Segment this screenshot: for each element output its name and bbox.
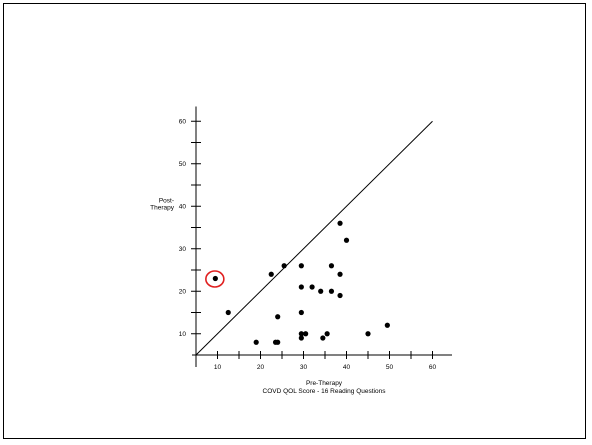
x-tick-label-40: 40 [343,364,351,371]
x-tick-label-30: 30 [300,364,308,371]
data-point-17 [325,331,330,336]
x-tick-label-50: 50 [386,364,394,371]
data-point-24 [365,331,370,336]
data-point-20 [337,293,342,298]
data-point-9 [299,284,304,289]
data-point-10 [299,310,304,315]
axes [192,107,452,368]
data-point-23 [344,238,349,243]
y-axis-label-line-1: Post- [159,197,174,204]
data-point-15 [318,289,323,294]
data-point-2 [254,340,259,345]
data-point-21 [337,272,342,277]
data-point-16 [320,335,325,340]
data-point-22 [337,221,342,226]
y-tick-label-10: 10 [179,331,187,338]
y-ticks: 10 20 30 40 50 60 [179,119,201,338]
data-point-25 [385,323,390,328]
data-point-0 [213,276,218,281]
data-point-1 [226,310,231,315]
chart-subtitle: COVD QOL Score - 16 Reading Questions [263,388,387,395]
x-ticks: 10 20 30 40 50 60 [214,351,437,371]
y-tick-label-60: 60 [179,119,187,126]
data-point-6 [275,314,280,319]
data-points [206,221,390,345]
data-point-19 [329,289,334,294]
y-tick-label-20: 20 [179,289,187,296]
x-tick-label-20: 20 [257,364,265,371]
data-point-13 [303,331,308,336]
y-axis-label-line-2: Therapy [150,204,175,211]
x-tick-label-10: 10 [214,364,222,371]
data-point-3 [269,272,274,277]
x-tick-label-60: 60 [429,364,437,371]
data-point-7 [282,263,287,268]
y-tick-label-50: 50 [179,161,187,168]
data-point-5 [275,340,280,345]
x-axis-label: Pre-Therapy [306,380,343,387]
data-point-14 [310,284,315,289]
data-point-12 [299,335,304,340]
y-tick-label-40: 40 [179,204,187,211]
data-point-8 [299,263,304,268]
reference-line-y-equals-x [196,121,433,355]
data-point-18 [329,263,334,268]
y-tick-label-30: 30 [179,246,187,253]
